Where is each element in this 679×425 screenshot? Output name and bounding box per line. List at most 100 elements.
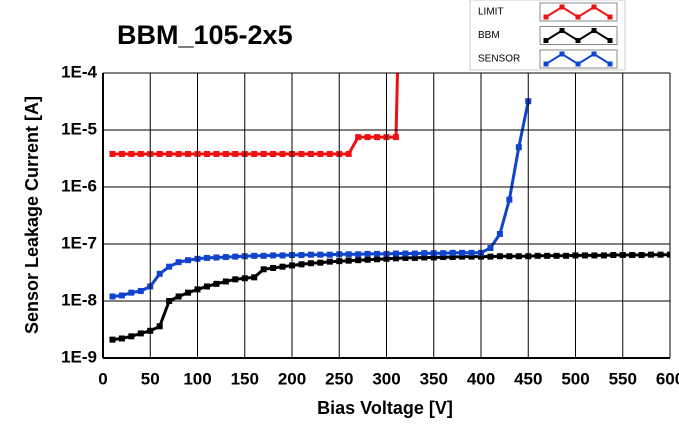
x-tick-label: 450 [514, 369, 542, 388]
data-point [402, 250, 409, 257]
data-point [203, 283, 210, 290]
legend-swatch-marker [575, 38, 581, 43]
data-point [506, 196, 513, 203]
data-point [515, 253, 522, 260]
data-point [175, 259, 182, 266]
data-point [279, 263, 286, 270]
data-point [166, 150, 173, 157]
legend-swatch-box [539, 49, 618, 69]
x-tick-label: 50 [141, 369, 160, 388]
data-point [203, 150, 210, 157]
legend-swatch-marker [543, 14, 549, 20]
legend-swatch-marker [559, 51, 565, 57]
x-tick-label: 400 [467, 369, 495, 388]
x-tick-label: 250 [325, 369, 353, 388]
data-point [307, 150, 314, 157]
y-tick-label: 1E-6 [61, 176, 97, 195]
data-point [355, 134, 362, 141]
legend-swatch-marker [607, 38, 613, 43]
x-tick-label: 300 [372, 369, 400, 388]
data-point [506, 253, 513, 260]
data-point [459, 249, 466, 256]
data-point [591, 252, 598, 259]
data-point [374, 134, 381, 141]
data-point [185, 257, 192, 264]
data-point [270, 252, 277, 259]
data-point [213, 150, 220, 157]
data-point [667, 251, 670, 258]
data-point [345, 150, 352, 157]
data-point [374, 256, 381, 263]
data-point [156, 323, 163, 330]
data-point [298, 261, 305, 268]
legend-label: LIMIT [478, 7, 504, 18]
data-point [638, 252, 645, 259]
data-point [232, 276, 239, 283]
data-point [270, 150, 277, 157]
x-tick-label: 200 [278, 369, 306, 388]
data-point [251, 150, 258, 157]
data-point [449, 254, 456, 261]
data-point [203, 254, 210, 261]
data-point [411, 254, 418, 261]
legend-swatch-marker [591, 51, 597, 57]
data-point [109, 150, 116, 157]
data-point [355, 257, 362, 264]
data-point [459, 253, 466, 260]
data-point [629, 252, 636, 259]
data-point [364, 250, 371, 257]
data-point [118, 292, 125, 299]
data-point [392, 250, 399, 257]
data-point [317, 259, 324, 266]
data-point [109, 336, 116, 343]
data-point [496, 253, 503, 260]
data-point [128, 150, 135, 157]
data-point [440, 250, 447, 257]
data-point [392, 134, 399, 141]
x-tick-label: 550 [609, 369, 637, 388]
data-point [175, 293, 182, 300]
y-tick-label: 1E-5 [61, 119, 97, 138]
data-point [222, 278, 229, 285]
data-point [137, 287, 144, 294]
x-tick-label: 600 [656, 369, 679, 388]
data-point [421, 254, 428, 261]
data-point [279, 252, 286, 259]
data-point [657, 251, 664, 258]
data-point [118, 335, 125, 342]
data-point [515, 144, 522, 151]
data-point [279, 150, 286, 157]
data-point [213, 280, 220, 287]
data-point [396, 13, 402, 19]
data-point [156, 150, 163, 157]
data-point [222, 254, 229, 261]
data-point [251, 274, 258, 281]
data-point [118, 150, 125, 157]
data-point [156, 270, 163, 277]
data-point [128, 333, 135, 340]
data-point [355, 251, 362, 258]
legend-swatch-box [539, 26, 618, 45]
legend-swatch-marker [543, 38, 549, 43]
data-point [610, 252, 617, 259]
legend-label: BBM [478, 30, 500, 41]
data-point [326, 251, 333, 258]
x-tick-label: 500 [561, 369, 589, 388]
data-point [128, 289, 135, 296]
data-point [326, 258, 333, 265]
data-point [648, 251, 655, 258]
data-point [402, 254, 409, 261]
data-point [364, 134, 371, 141]
data-point [449, 249, 456, 256]
data-point [326, 150, 333, 157]
data-point [317, 251, 324, 258]
data-point [563, 252, 570, 259]
data-point [137, 150, 144, 157]
x-tick-label: 100 [183, 369, 211, 388]
data-point [534, 252, 541, 259]
legend-swatch-marker [607, 61, 613, 67]
data-point [317, 150, 324, 157]
data-point [364, 256, 371, 263]
data-point [185, 150, 192, 157]
data-point [440, 254, 447, 261]
